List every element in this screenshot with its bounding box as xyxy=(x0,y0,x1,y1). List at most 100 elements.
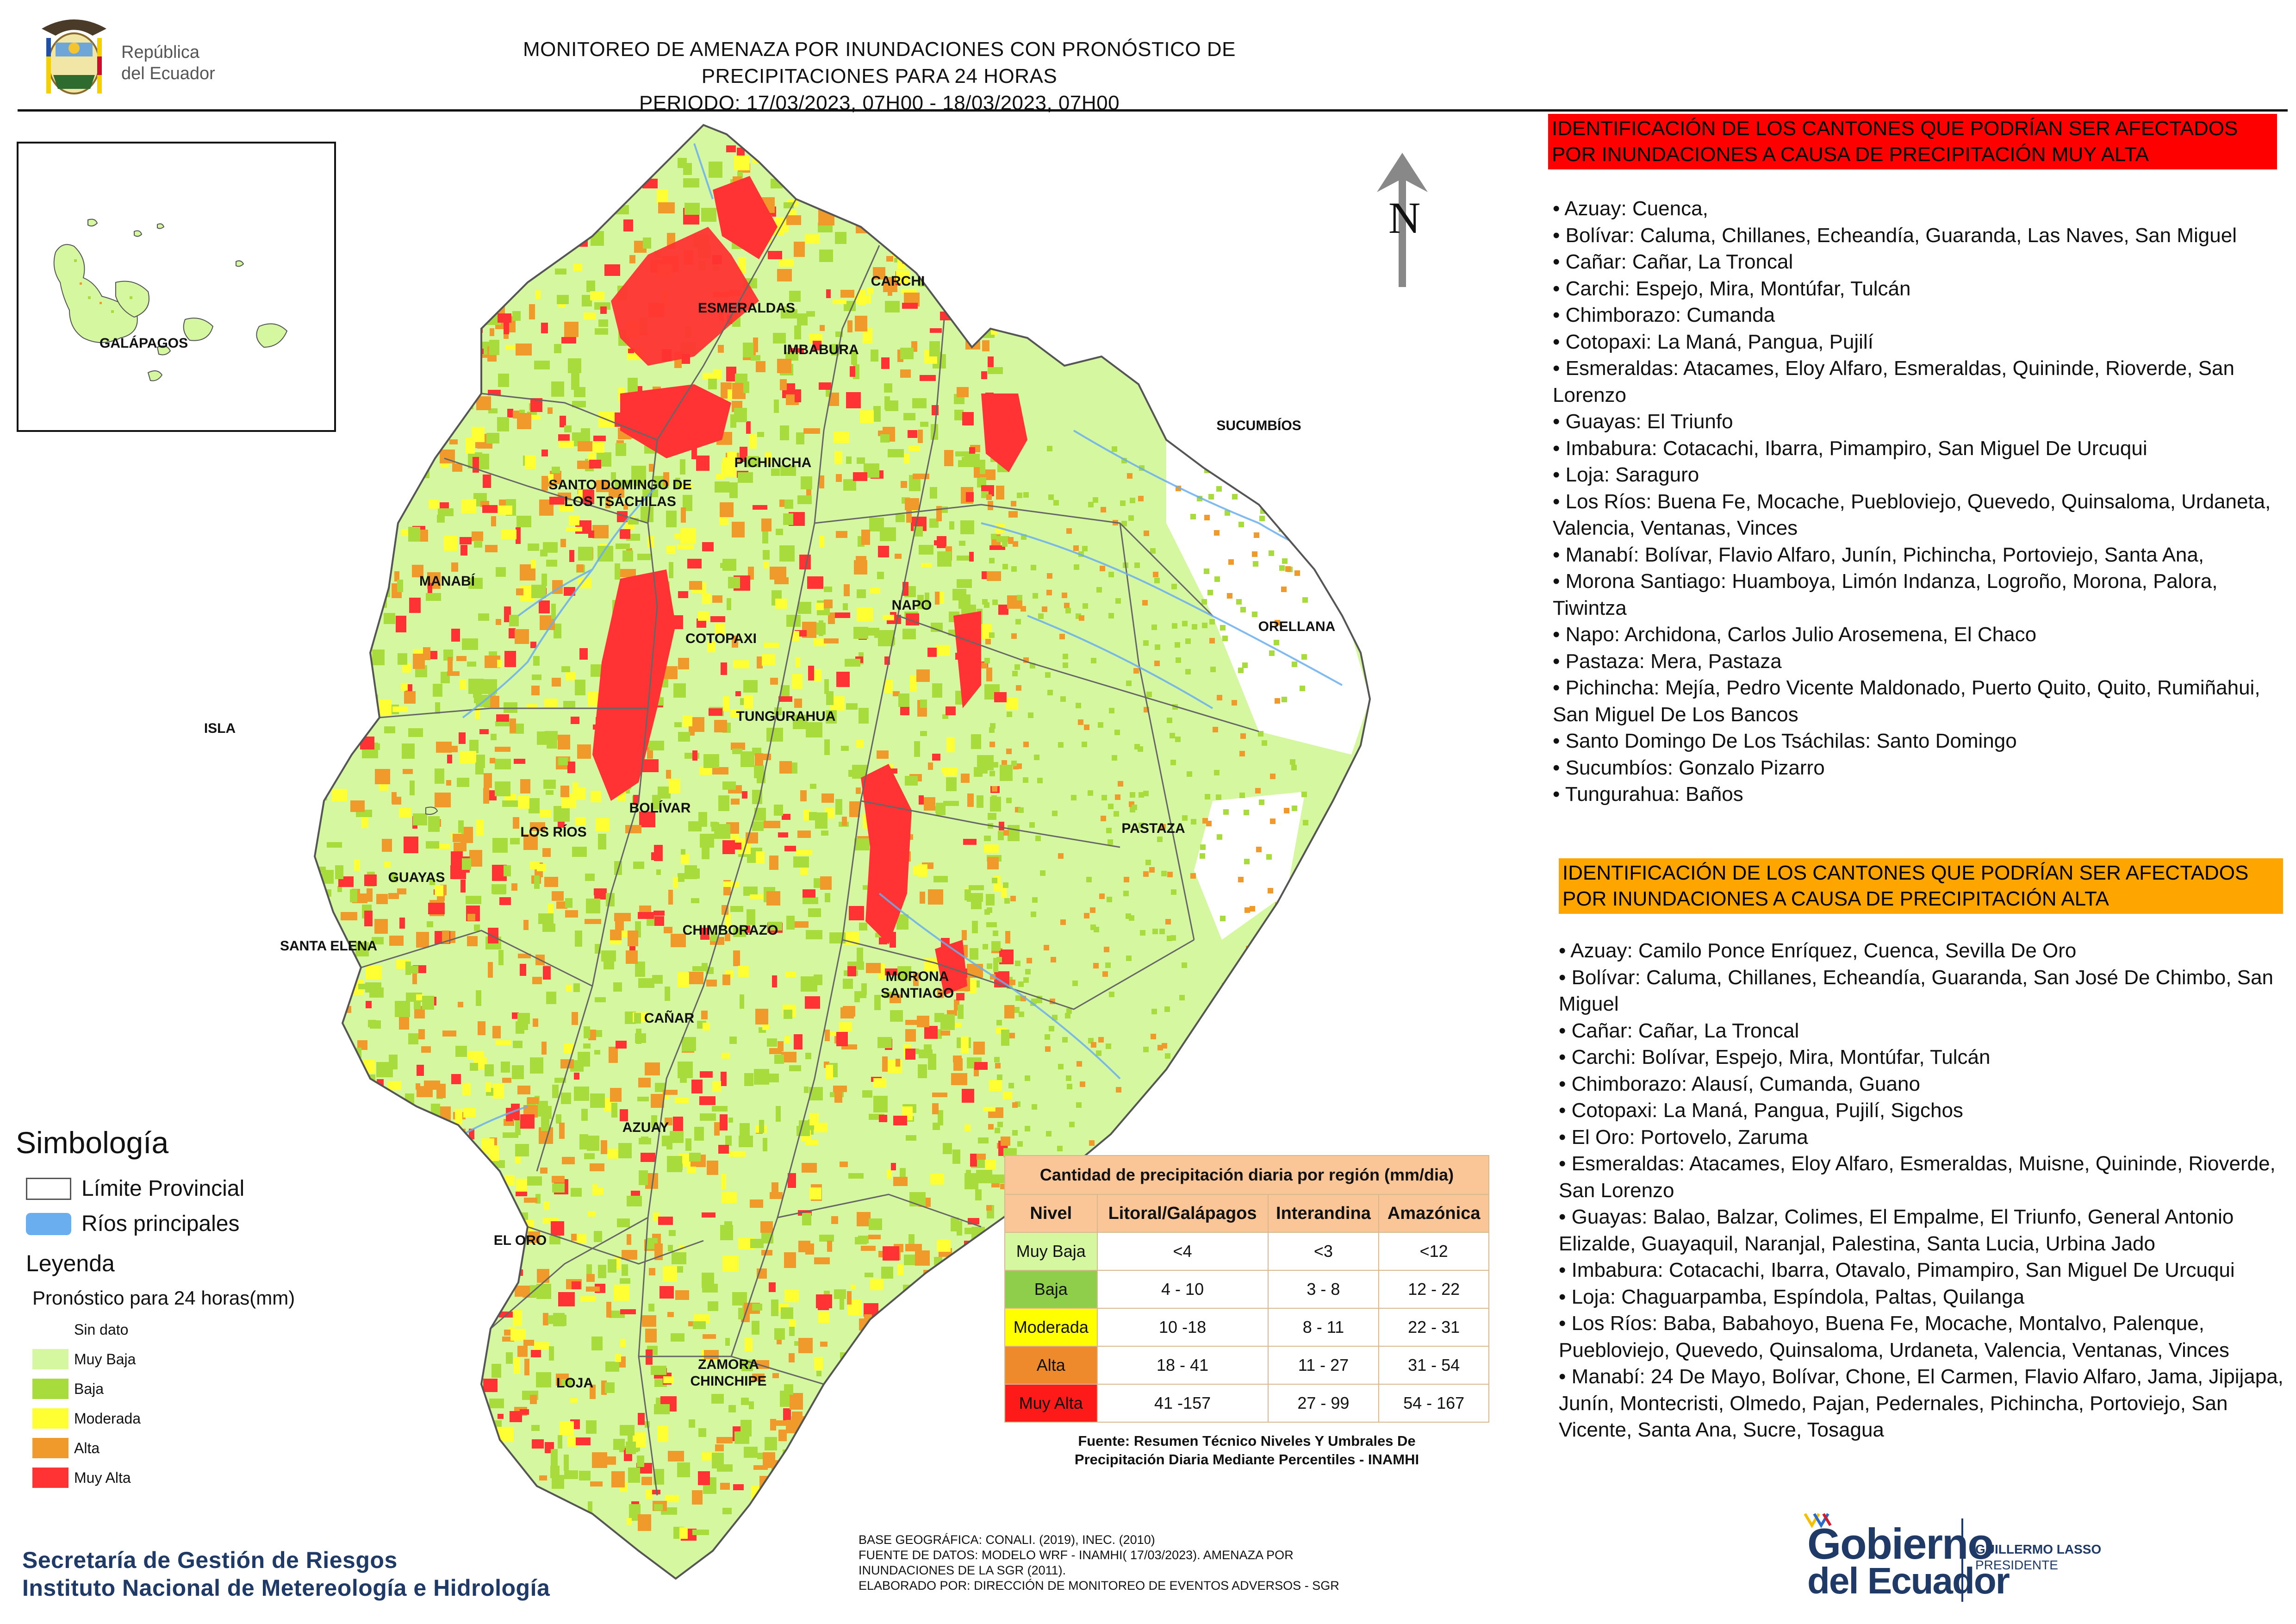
alta-canton-item: • Carchi: Bolívar, Espejo, Mira, Montúfa… xyxy=(1559,1046,1991,1068)
legend-label-muy-alta: Muy Alta xyxy=(74,1469,131,1486)
table-cell-value: 18 - 41 xyxy=(1096,1346,1269,1385)
table-row: Alta 18 - 41 11 - 27 31 - 54 xyxy=(1004,1346,1489,1385)
legend-label-alta: Alta xyxy=(74,1440,100,1456)
footer-inamhi: Instituto Nacional de Metereología e Hid… xyxy=(22,1575,550,1601)
map-label-imbabura: IMBABURA xyxy=(783,342,859,357)
galapagos-label: GALÁPAGOS xyxy=(100,336,188,351)
north-label: N xyxy=(1388,193,1421,243)
muy-alta-canton-item: • Cañar: Cañar, La Troncal xyxy=(1553,250,1793,273)
table-cell-value: 4 - 10 xyxy=(1096,1270,1269,1309)
legend-label-muy-baja: Muy Baja xyxy=(74,1351,136,1368)
limite-provincial-label: Límite Provincial xyxy=(81,1176,245,1201)
muy-alta-canton-item: • Los Ríos: Buena Fe, Mocache, Pueblovie… xyxy=(1553,490,2271,540)
map-label-loja: LOJA xyxy=(556,1375,594,1391)
muy-alta-canton-item: • Cotopaxi: La Maná, Pangua, Pujilí xyxy=(1553,330,1873,353)
muy-alta-canton-item: • Manabí: Bolívar, Flavio Alfaro, Junín,… xyxy=(1553,543,2204,566)
legend-swatch-moderada xyxy=(32,1408,68,1429)
table-cell-value: 31 - 54 xyxy=(1378,1346,1489,1385)
map-label-canar: CAÑAR xyxy=(644,1011,695,1026)
map-label-manabi: MANABÍ xyxy=(419,574,475,589)
legend-label-baja: Baja xyxy=(74,1380,104,1397)
table-cell-value: <12 xyxy=(1378,1232,1489,1271)
legend-label-moderada: Moderada xyxy=(74,1410,141,1427)
map-label-pichincha: PICHINCHA xyxy=(734,455,812,470)
precipitation-thresholds-table: Cantidad de precipitación diaria por reg… xyxy=(1004,1155,1489,1423)
map-label-esmeraldas: ESMERALDAS xyxy=(697,300,796,316)
rios-principales-swatch xyxy=(26,1213,71,1235)
table-row: Muy Baja <4 <3 <12 xyxy=(1004,1232,1489,1271)
alta-canton-item: • Cotopaxi: La Maná, Pangua, Pujilí, Sig… xyxy=(1559,1099,1963,1122)
gobierno-del-ecuador-logo: Gobierno del Ecuador xyxy=(1804,1513,2010,1599)
map-label-santa-elena: SANTA ELENA xyxy=(280,938,377,954)
table-cell-nivel: Moderada xyxy=(1004,1308,1098,1347)
leyenda-title: Leyenda xyxy=(26,1250,115,1276)
map-label-pastaza: PASTAZA xyxy=(1121,821,1185,836)
muy-alta-canton-item: • Tungurahua: Baños xyxy=(1553,783,1743,806)
map-label-chimborazo: CHIMBORAZO xyxy=(682,923,778,938)
footer-metadata: BASE GEOGRÁFICA: CONALI. (2019), INEC. (… xyxy=(859,1533,1339,1593)
limite-provincial-swatch xyxy=(26,1178,71,1200)
alta-canton-item: • Loja: Chaguarpamba, Espíndola, Paltas,… xyxy=(1559,1285,2025,1308)
alta-canton-item: • Esmeraldas: Atacames, Eloy Alfaro, Esm… xyxy=(1559,1152,2276,1202)
map-label-carchi: CARCHI xyxy=(871,274,925,289)
map-title-line1: MONITOREO DE AMENAZA POR INUNDACIONES CO… xyxy=(523,38,1236,87)
table-cell-value: 11 - 27 xyxy=(1267,1346,1380,1385)
map-label-cotopaxi: COTOPAXI xyxy=(685,631,757,646)
muy-alta-canton-list: • Azuay: Cuenca, • Bolívar: Caluma, Chill… xyxy=(1553,195,2289,808)
muy-alta-canton-item: • Santo Domingo De Los Tsáchilas: Santo … xyxy=(1553,730,2017,752)
map-label-morona-santiago: MORONA SANTIAGO xyxy=(880,969,954,1001)
map-label-isla: ISLA xyxy=(204,721,236,736)
table-cell-value: 12 - 22 xyxy=(1378,1270,1489,1309)
map-label-azuay: AZUAY xyxy=(622,1120,669,1135)
muy-alta-canton-item: • Loja: Saraguro xyxy=(1553,463,1699,486)
pronostico-label: Pronóstico para 24 horas(mm) xyxy=(32,1287,295,1309)
muy-alta-canton-item: • Pastaza: Mera, Pastaza xyxy=(1553,650,1782,673)
legend-swatch-alta xyxy=(32,1438,68,1458)
table-cell-value: 54 - 167 xyxy=(1378,1384,1489,1423)
table-cell-value: 22 - 31 xyxy=(1378,1308,1489,1347)
muy-alta-canton-item: • Pichincha: Mejía, Pedro Vicente Maldon… xyxy=(1553,676,2260,726)
table-cell-value: 3 - 8 xyxy=(1267,1270,1380,1309)
president-label: GUILLERMO LASSO PRESIDENTE xyxy=(1975,1542,2102,1572)
table-cell-nivel: Baja xyxy=(1004,1270,1098,1309)
header-divider xyxy=(18,109,2288,112)
table-row: Baja 4 - 10 3 - 8 12 - 22 xyxy=(1004,1270,1489,1309)
rios-principales-label: Ríos principales xyxy=(81,1212,240,1236)
map-label-zamora-chinchipe: ZAMORA CHINCHIPE xyxy=(690,1357,767,1389)
republica-del-ecuador-text: República del Ecuador xyxy=(121,43,215,83)
alta-canton-item: • Manabí: 24 De Mayo, Bolívar, Chone, El… xyxy=(1559,1365,2284,1441)
table-row: Moderada 10 -18 8 - 11 22 - 31 xyxy=(1004,1308,1489,1347)
muy-alta-canton-item: • Guayas: El Triunfo xyxy=(1553,410,1733,433)
legend-swatch-muy-alta xyxy=(32,1468,68,1488)
muy-alta-canton-item: • Bolívar: Caluma, Chillanes, Echeandía,… xyxy=(1553,224,2237,247)
alta-canton-item: • El Oro: Portovelo, Zaruma xyxy=(1559,1125,1808,1149)
alta-canton-item: • Guayas: Balao, Balzar, Colimes, El Emp… xyxy=(1559,1206,2234,1255)
map-label-guayas: GUAYAS xyxy=(388,870,445,885)
table-header-nivel: Nivel xyxy=(1004,1194,1098,1233)
muy-alta-canton-item: • Azuay: Cuenca, xyxy=(1553,197,1708,220)
muy-alta-canton-item: • Carchi: Espejo, Mira, Montúfar, Tulcán xyxy=(1553,277,1911,300)
ecuador-precipitation-map: CARCHI ESMERALDAS IMBABURA SUCUMBÍOS PIC… xyxy=(204,106,1537,1602)
muy-alta-canton-item: • Sucumbíos: Gonzalo Pizarro xyxy=(1553,756,1825,779)
legend-label-sin-dato: Sin dato xyxy=(74,1321,129,1338)
table-cell-nivel: Alta xyxy=(1004,1346,1098,1385)
table-cell-value: 10 -18 xyxy=(1096,1308,1269,1347)
simbologia-title: Simbología xyxy=(16,1125,169,1160)
alta-canton-list: • Azuay: Camilo Ponce Enríquez, Cuenca, … xyxy=(1559,937,2288,1443)
table-header-litoral: Litoral/Galápagos xyxy=(1096,1194,1269,1233)
legend-swatch-baja xyxy=(32,1379,68,1399)
muy-alta-alert-header: IDENTIFICACIÓN DE LOS CANTONES QUE PODRÍ… xyxy=(1548,114,2277,169)
map-label-el-oro: EL ORO xyxy=(493,1233,547,1248)
map-label-orellana: ORELLANA xyxy=(1258,619,1336,634)
map-label-santo-domingo: SANTO DOMINGO DE LOS TSÁCHILAS xyxy=(548,477,692,509)
alta-canton-item: • Chimborazo: Alausí, Cumanda, Guano xyxy=(1559,1072,1920,1095)
map-label-los-rios: LOS RÍOS xyxy=(520,824,587,840)
muy-alta-canton-item: • Morona Santiago: Huamboya, Limón Indan… xyxy=(1553,570,2218,619)
alta-canton-item: • Cañar: Cañar, La Troncal xyxy=(1559,1019,1799,1042)
north-arrow: N xyxy=(1370,148,1435,292)
muy-alta-canton-item: • Chimborazo: Cumanda xyxy=(1553,304,1775,326)
muy-alta-canton-item: • Imbabura: Cotacachi, Ibarra, Pimampiro… xyxy=(1553,437,2147,460)
table-header-interandina: Interandina xyxy=(1267,1194,1380,1233)
map-label-sucumbios: SUCUMBÍOS xyxy=(1216,418,1301,433)
ecuador-coat-of-arms-logo xyxy=(32,10,116,103)
